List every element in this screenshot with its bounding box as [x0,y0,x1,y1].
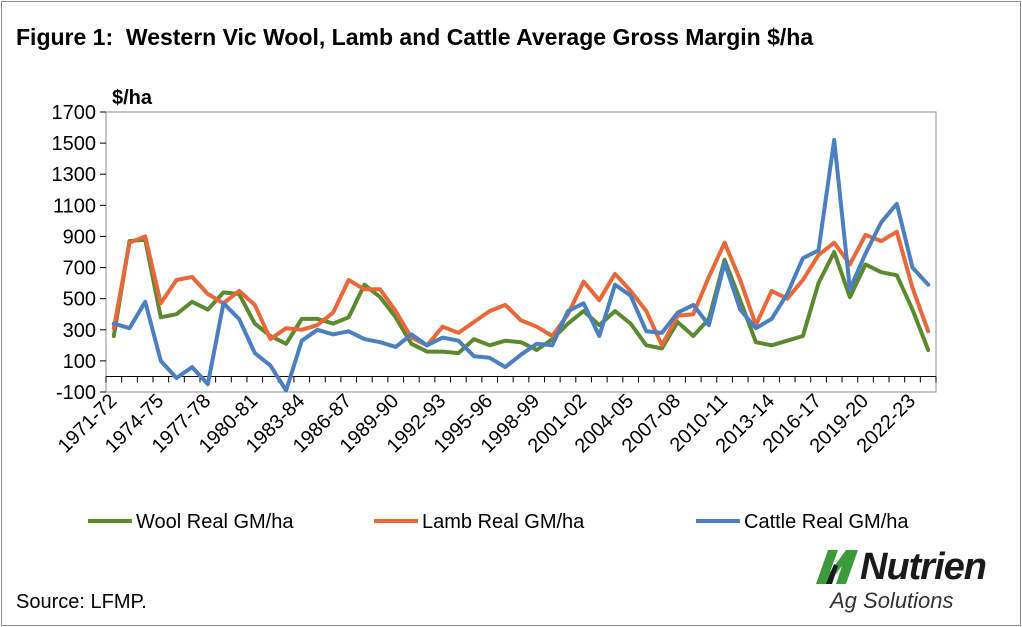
x-axis: 1971-721974-751977-781980-811983-841986-… [54,375,937,457]
series-group [111,138,931,393]
nutrien-logo: Nutrien Ag Solutions [808,544,1008,622]
lamb-series-line [111,229,931,348]
nutrien-leaf-icon [816,550,858,584]
y-tick-label: 100 [63,351,96,373]
lamb-legend-label: Lamb Real GM/ha [422,511,585,533]
plot-area [105,111,937,393]
y-tick-label: 1300 [52,164,97,186]
y-tick-label: 1700 [52,102,97,124]
chart-title: Figure 1: Western Vic Wool, Lamb and Cat… [16,24,814,50]
wool-series-line [111,237,931,356]
source-note: Source: LFMP. [16,591,147,613]
plot-border [105,111,937,393]
legend: Wool Real GM/ha Lamb Real GM/ha Cattle Rea… [88,511,909,533]
cattle-series-line [111,138,931,393]
wool-legend-label: Wool Real GM/ha [136,511,294,533]
y-axis: -100 100 300 500 700 900 1100 1300 1500 1700 [52,102,106,404]
y-tick-label: 900 [63,226,96,248]
y-tick-label: 1100 [53,195,96,217]
y-axis-unit-label: $/ha [112,87,153,109]
y-tick-label: 300 [63,320,96,342]
cattle-legend-label: Cattle Real GM/ha [744,511,909,533]
y-tick-label: -100 [56,382,96,404]
y-tick-label: 1500 [52,133,97,155]
logo-name: Nutrien [860,546,987,588]
y-tick-label: 500 [63,289,96,311]
y-tick-label: 700 [63,258,96,280]
logo-subtitle: Ag Solutions [830,588,954,613]
